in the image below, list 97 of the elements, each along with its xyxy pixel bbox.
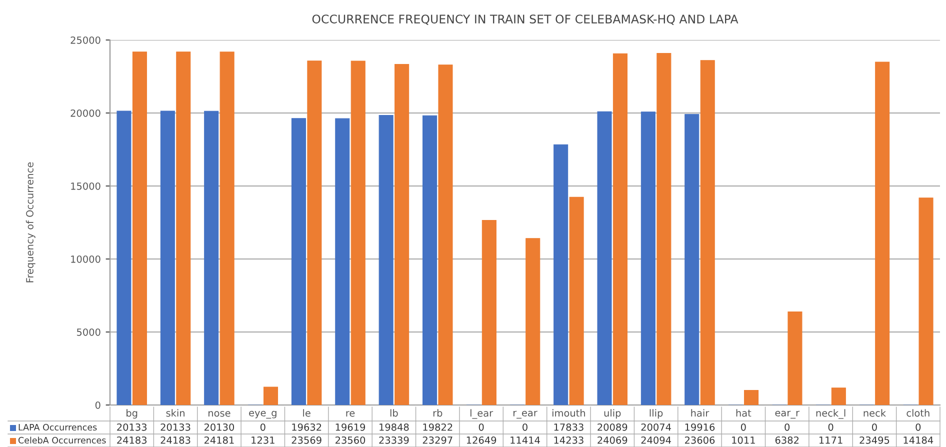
data-label: 11414 xyxy=(510,436,540,444)
x-tick-label: eye_g xyxy=(249,410,276,419)
data-label: 23495 xyxy=(860,436,890,444)
y-axis-title: Frequency of Occurrence xyxy=(26,162,36,282)
data-label: 19619 xyxy=(336,423,366,431)
bar xyxy=(788,312,802,405)
data-label: 0 xyxy=(872,423,877,431)
data-label: 17833 xyxy=(554,423,584,431)
x-tick-label: le xyxy=(303,409,310,417)
legend-label: LAPA Occurrences xyxy=(18,424,97,431)
data-label: 19822 xyxy=(423,423,452,431)
bar xyxy=(160,110,175,405)
data-label: 1011 xyxy=(732,436,755,444)
data-label: 20130 xyxy=(204,423,234,431)
data-label: 0 xyxy=(260,423,266,431)
data-label: 0 xyxy=(478,423,484,431)
data-label: 19848 xyxy=(380,423,409,431)
x-tick-label: hat xyxy=(736,409,752,417)
x-tick-label: nose xyxy=(208,411,230,417)
x-tick-label: lb xyxy=(390,409,398,417)
legend-label: CelebA Occurrences xyxy=(18,436,106,444)
bar xyxy=(291,118,306,405)
x-tick-label: bg xyxy=(126,409,138,419)
data-label: 20089 xyxy=(598,423,628,431)
bar xyxy=(350,60,366,405)
bar xyxy=(918,198,934,405)
bar xyxy=(204,110,219,405)
data-label: 24183 xyxy=(160,436,190,444)
bar xyxy=(422,115,438,405)
bar xyxy=(569,196,584,405)
x-tick-label: ear_r xyxy=(775,410,800,419)
bar xyxy=(438,64,453,405)
data-label: 1171 xyxy=(819,436,842,444)
bar xyxy=(831,388,846,405)
x-tick-label: neck_l xyxy=(816,409,846,419)
bar xyxy=(132,52,147,405)
data-label: 0 xyxy=(784,423,790,431)
data-label: 23339 xyxy=(379,436,409,444)
bar xyxy=(263,386,278,405)
bar xyxy=(875,62,890,405)
bar xyxy=(220,52,234,405)
bar xyxy=(640,112,656,405)
y-tick-label: 10000 xyxy=(71,255,100,263)
data-label: 19632 xyxy=(292,423,322,431)
bar xyxy=(656,52,672,405)
x-tick-label: re xyxy=(346,411,355,417)
bar xyxy=(744,390,759,405)
y-tick-label: 25000 xyxy=(70,36,100,44)
data-label: 14233 xyxy=(554,436,584,444)
bar xyxy=(684,114,700,405)
y-tick-label: 5000 xyxy=(76,328,100,336)
x-tick-label: llip xyxy=(650,409,663,419)
data-label: 24069 xyxy=(598,436,628,444)
data-label: 23297 xyxy=(422,436,452,444)
bar xyxy=(307,60,322,405)
x-tick-label: rb xyxy=(433,409,442,417)
data-label: 6382 xyxy=(775,436,799,444)
x-tick-label: imouth xyxy=(552,409,585,417)
bar xyxy=(526,238,540,405)
bar xyxy=(597,111,612,405)
x-tick-label: neck xyxy=(864,409,886,417)
data-label: 23606 xyxy=(684,436,715,444)
data-label: 20074 xyxy=(641,423,671,431)
data-label: 24183 xyxy=(117,436,147,444)
data-label: 20133 xyxy=(160,423,190,431)
y-tick-label: 15000 xyxy=(71,182,100,190)
data-label: 23569 xyxy=(292,436,322,444)
bar xyxy=(378,114,394,405)
x-tick-label: l_ear xyxy=(470,409,494,419)
data-label: 0 xyxy=(828,423,834,431)
bar xyxy=(554,144,568,405)
data-label: 12649 xyxy=(466,436,496,444)
data-label: 0 xyxy=(522,423,528,431)
x-tick-label: cloth xyxy=(906,409,930,417)
x-tick-label: skin xyxy=(166,409,184,417)
bar xyxy=(176,52,191,405)
x-tick-label: r_ear xyxy=(513,410,538,419)
data-label: 19916 xyxy=(685,423,715,431)
data-label: 0 xyxy=(916,423,921,431)
bar xyxy=(394,64,410,405)
chart-title: OCCURRENCE FREQUENCY IN TRAIN SET OF CELEBAMASK-HQ AND LAPA xyxy=(312,14,738,25)
y-tick-label: 20000 xyxy=(70,109,100,117)
bar xyxy=(700,60,715,405)
data-label: 14184 xyxy=(904,436,934,444)
y-tick-label: 0 xyxy=(95,401,100,409)
bar xyxy=(482,220,496,405)
x-tick-label: hair xyxy=(691,409,710,417)
data-label: 24181 xyxy=(204,436,234,444)
data-label: 24094 xyxy=(641,436,671,444)
data-label: 20133 xyxy=(117,423,147,431)
bar xyxy=(116,110,132,405)
data-label: 1231 xyxy=(252,436,274,444)
bar xyxy=(335,118,350,405)
x-tick-label: ulip xyxy=(604,409,621,419)
data-label: 23560 xyxy=(336,436,366,444)
bar xyxy=(612,53,628,405)
data-label: 0 xyxy=(740,423,746,431)
